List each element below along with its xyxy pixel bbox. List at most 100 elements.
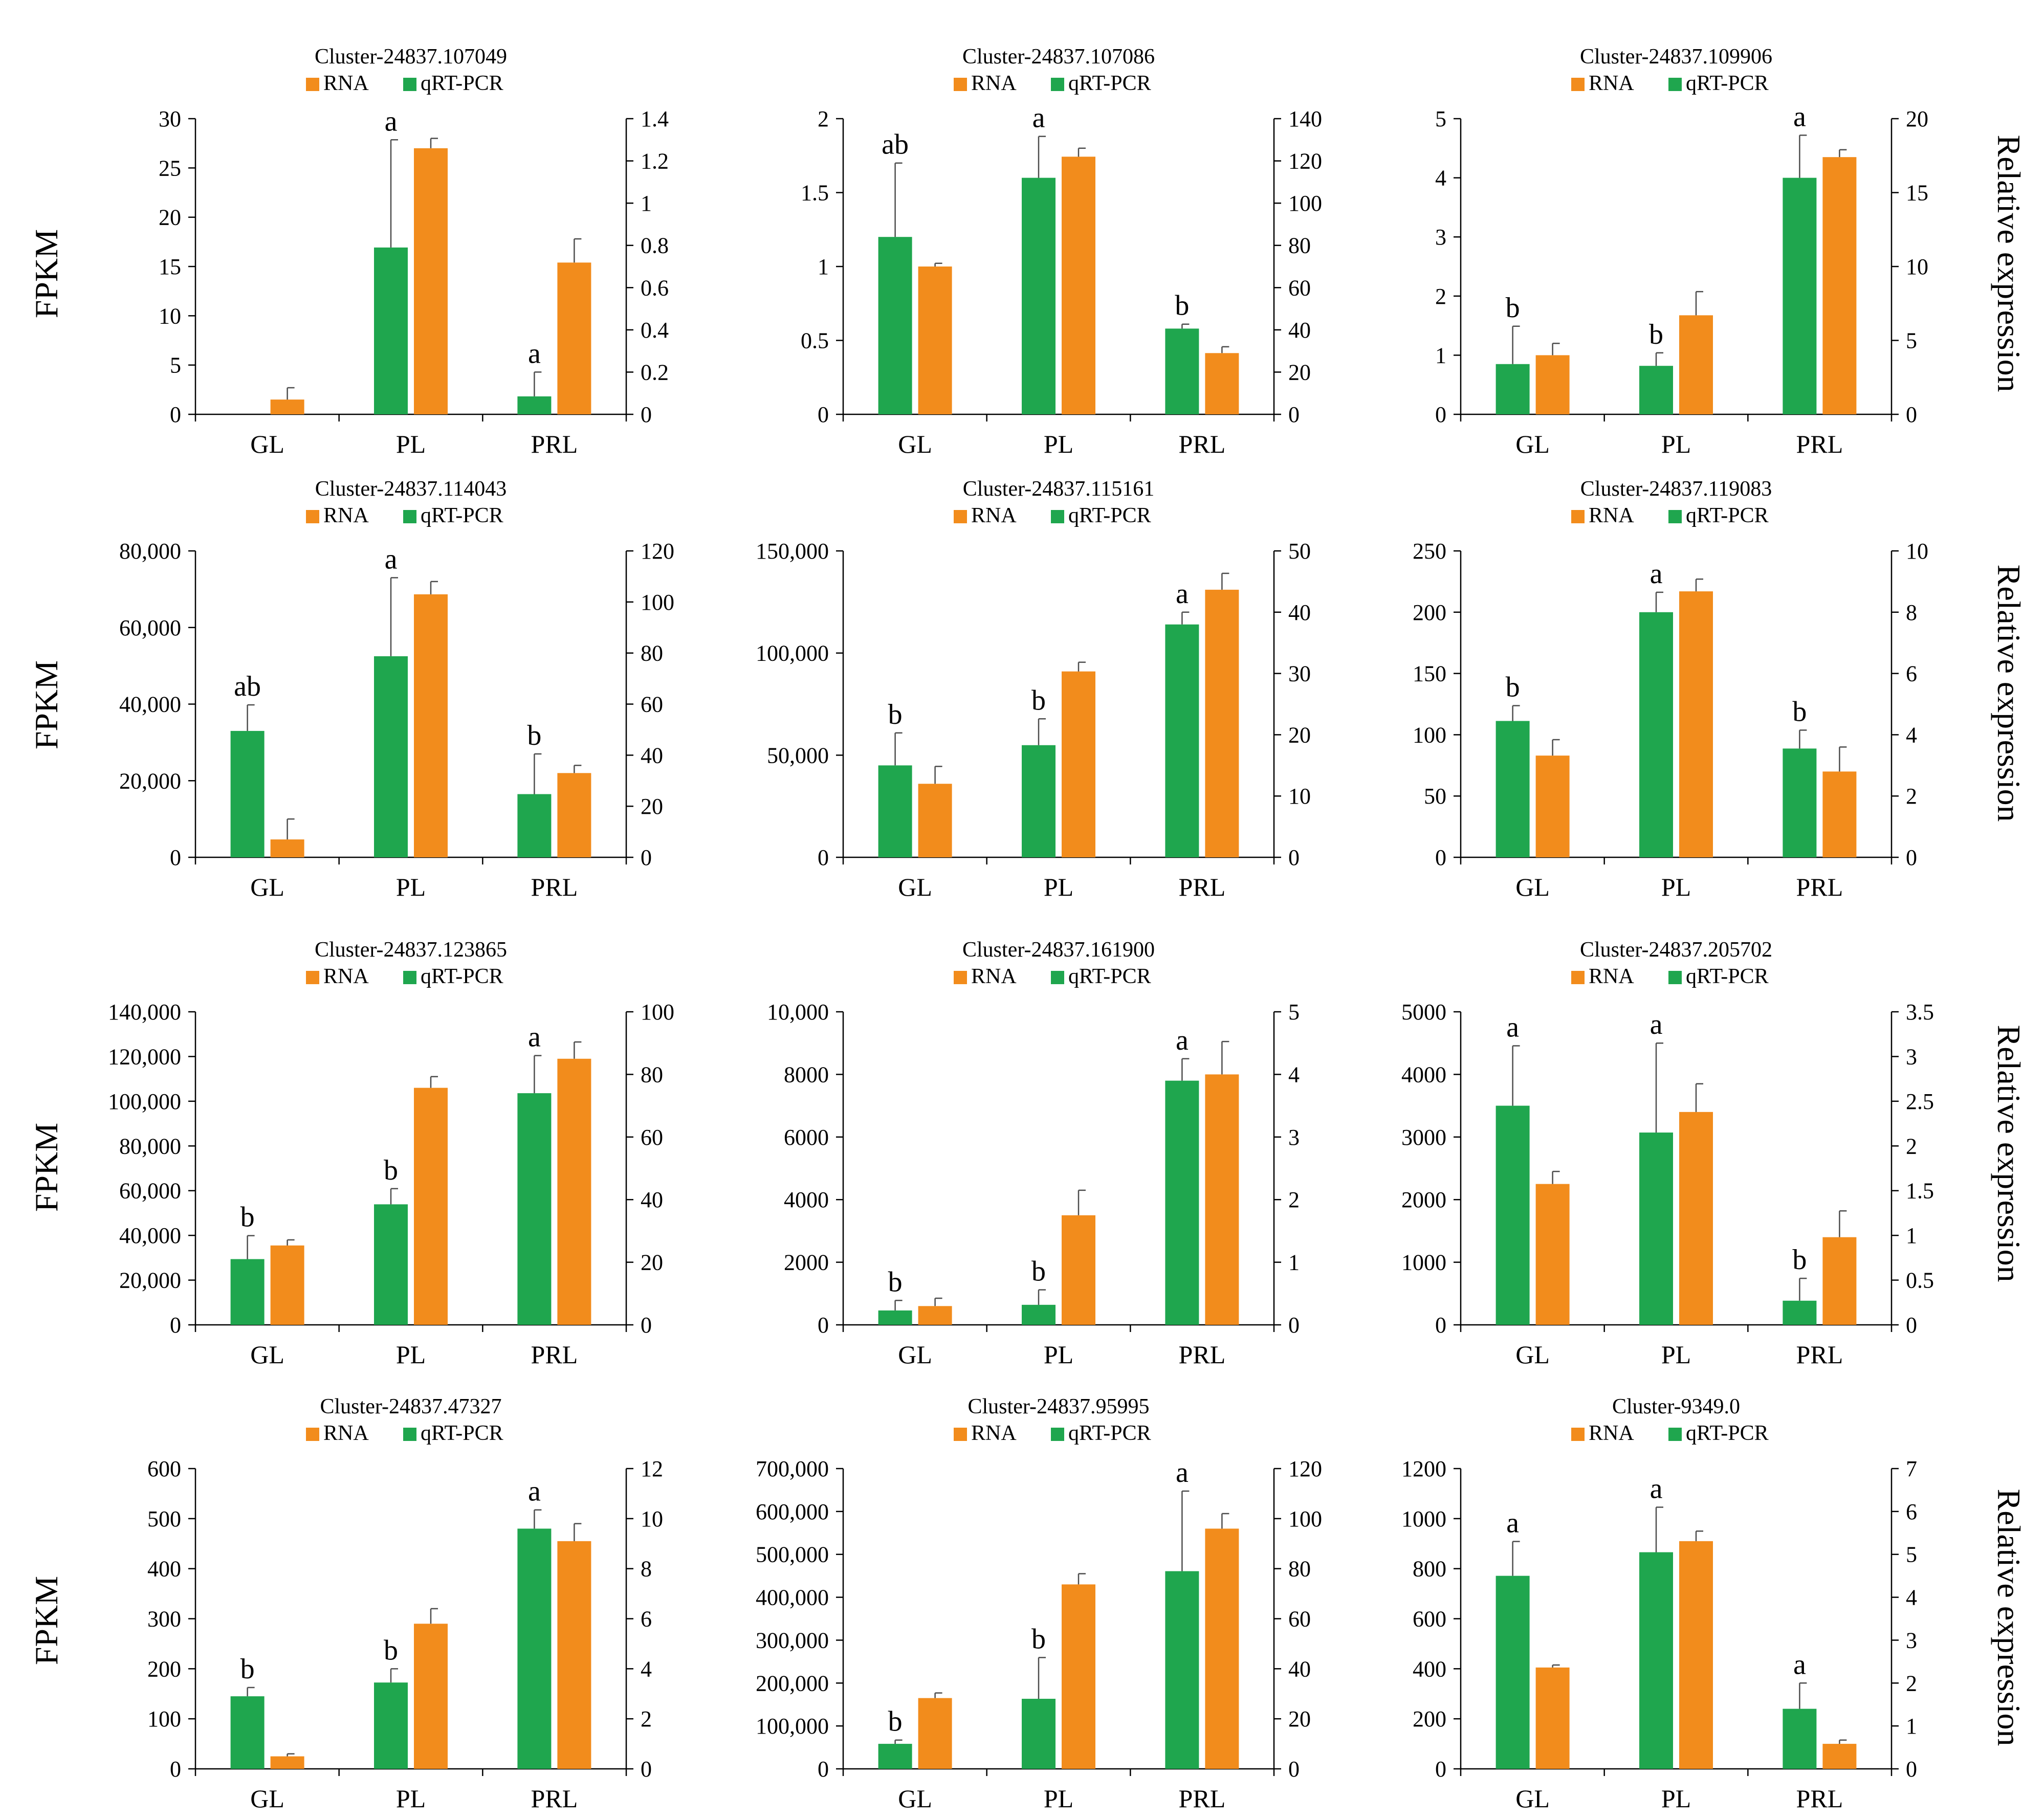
right-y-tick-label: 15 bbox=[1906, 181, 1928, 206]
left-y-tick-label: 140,000 bbox=[108, 1000, 181, 1025]
category-label: GL bbox=[250, 430, 284, 458]
right-y-tick-label: 0.8 bbox=[641, 233, 669, 258]
category-label: PRL bbox=[1179, 1340, 1226, 1369]
left-y-tick-label: 500 bbox=[147, 1506, 181, 1532]
rna-bar bbox=[1062, 157, 1095, 414]
chart-title: Cluster-24837.47327 bbox=[320, 1395, 502, 1418]
qrt-pcr-error-bar bbox=[1512, 1541, 1520, 1576]
left-y-tick-label: 100,000 bbox=[756, 1714, 829, 1739]
rna-bar bbox=[918, 1698, 952, 1769]
category-label: PL bbox=[1661, 873, 1691, 901]
left-y-tick-label: 80,000 bbox=[119, 1134, 181, 1159]
left-y-tick-label: 0 bbox=[1435, 1313, 1446, 1338]
right-y-tick-label: 60 bbox=[641, 1125, 663, 1150]
qrt-pcr-error-bar bbox=[1512, 1045, 1520, 1106]
qrt-pcr-bar bbox=[1783, 177, 1817, 414]
left-y-tick-label: 0.5 bbox=[801, 328, 829, 353]
qrt-pcr-error-bar bbox=[247, 1235, 255, 1259]
legend-qrt-swatch bbox=[403, 78, 416, 91]
rna-error-bar bbox=[1221, 346, 1229, 353]
left-y-tick-label: 2000 bbox=[1401, 1187, 1446, 1212]
rna-bar bbox=[1822, 771, 1857, 857]
left-y-tick-label: 50 bbox=[1424, 784, 1446, 809]
left-y-tick-label: 1 bbox=[818, 254, 829, 279]
left-y-tick-label: 100 bbox=[147, 1706, 181, 1732]
significance-label: a bbox=[1176, 1457, 1189, 1489]
qrt-pcr-bar bbox=[1165, 328, 1199, 414]
rna-bar bbox=[1679, 1541, 1713, 1769]
rna-bar bbox=[1205, 353, 1239, 414]
qrt-pcr-bar bbox=[1022, 1304, 1056, 1325]
chart-panel: Cluster-24837.205702 RNA qRT-PCR 0 1000 2000 3… bbox=[1401, 938, 1934, 1369]
left-y-tick-label: 250 bbox=[1413, 539, 1446, 564]
qrt-pcr-error-bar bbox=[247, 1686, 255, 1697]
right-y-tick-label: 0.6 bbox=[641, 275, 669, 300]
significance-label: b bbox=[1506, 292, 1520, 324]
right-y-tick-label: 0 bbox=[1906, 1757, 1917, 1782]
legend-qrt-label: qRT-PCR bbox=[421, 1422, 503, 1445]
right-y-tick-label: 100 bbox=[641, 590, 674, 615]
right-y-tick-label: 50 bbox=[1288, 539, 1311, 564]
right-y-tick-label: 120 bbox=[1288, 1456, 1322, 1481]
qrt-pcr-bar bbox=[374, 656, 408, 857]
category-label: PRL bbox=[531, 1340, 578, 1369]
right-y-tick-label: 1 bbox=[1906, 1223, 1917, 1248]
left-y-tick-label: 10,000 bbox=[767, 1000, 829, 1025]
right-y-tick-label: 3 bbox=[1288, 1125, 1300, 1150]
qrt-pcr-error-bar bbox=[1655, 591, 1663, 612]
rna-bar bbox=[1679, 1112, 1713, 1325]
right-y-tick-label: 1.2 bbox=[641, 149, 669, 174]
chart-title: Cluster-24837.123865 bbox=[315, 938, 507, 962]
left-y-tick-label: 0 bbox=[818, 845, 829, 870]
qrt-pcr-bar bbox=[1783, 748, 1817, 857]
category-label: PL bbox=[396, 873, 426, 901]
legend-rna-swatch bbox=[1571, 1428, 1585, 1441]
rna-error-bar bbox=[1221, 1040, 1229, 1075]
left-y-tick-label: 2000 bbox=[784, 1250, 829, 1275]
right-y-tick-label: 6 bbox=[1906, 661, 1917, 686]
left-y-tick-label: 400 bbox=[1413, 1656, 1446, 1681]
qrt-pcr-error-bar bbox=[390, 1668, 398, 1683]
rna-error-bar bbox=[1078, 147, 1086, 157]
right-y-tick-label: 5 bbox=[1288, 1000, 1300, 1025]
qrt-pcr-error-bar bbox=[1799, 135, 1807, 178]
qrt-pcr-error-bar bbox=[1799, 1682, 1807, 1709]
left-y-tick-label: 0 bbox=[1435, 402, 1446, 427]
qrt-pcr-bar bbox=[517, 396, 552, 414]
qrt-pcr-error-bar bbox=[1181, 323, 1190, 329]
left-y-tick-label: 5 bbox=[1435, 106, 1446, 131]
rna-bar bbox=[1822, 1744, 1857, 1769]
legend-qrt-label: qRT-PCR bbox=[1068, 72, 1151, 95]
right-y-tick-label: 20 bbox=[1288, 360, 1311, 385]
category-label: PRL bbox=[531, 430, 578, 458]
rna-bar bbox=[414, 1087, 448, 1325]
legend-qrt-swatch bbox=[1051, 78, 1064, 91]
rna-error-bar bbox=[1839, 746, 1847, 772]
left-y-tick-label: 1000 bbox=[1401, 1250, 1446, 1275]
category-label: GL bbox=[898, 1340, 932, 1369]
rna-error-bar bbox=[1695, 578, 1703, 592]
right-y-tick-label: 0.2 bbox=[641, 360, 669, 385]
rna-error-bar bbox=[1839, 1210, 1847, 1237]
right-y-tick-label: 80 bbox=[641, 1062, 663, 1087]
rna-bar bbox=[918, 267, 952, 414]
qrt-pcr-error-bar bbox=[1512, 325, 1520, 364]
qrt-pcr-error-bar bbox=[1512, 705, 1520, 721]
qrt-pcr-error-bar bbox=[390, 1188, 398, 1205]
rna-bar bbox=[1679, 315, 1713, 414]
rna-bar bbox=[270, 1756, 304, 1769]
qrt-pcr-bar bbox=[878, 1310, 912, 1325]
legend-qrt-label: qRT-PCR bbox=[1068, 965, 1151, 988]
rna-bar bbox=[1062, 1584, 1095, 1769]
legend-rna-swatch bbox=[306, 510, 319, 523]
right-y-tick-label: 60 bbox=[641, 692, 663, 717]
right-y-tick-label: 1 bbox=[641, 191, 652, 216]
rna-bar bbox=[414, 1624, 448, 1769]
right-y-tick-label: 10 bbox=[641, 1506, 663, 1532]
legend-rna-swatch bbox=[1571, 510, 1585, 523]
qrt-pcr-error-bar bbox=[1181, 611, 1190, 625]
legend-rna-label: RNA bbox=[971, 504, 1017, 527]
significance-label: a bbox=[1176, 1025, 1189, 1056]
left-y-tick-label: 700,000 bbox=[756, 1456, 829, 1481]
